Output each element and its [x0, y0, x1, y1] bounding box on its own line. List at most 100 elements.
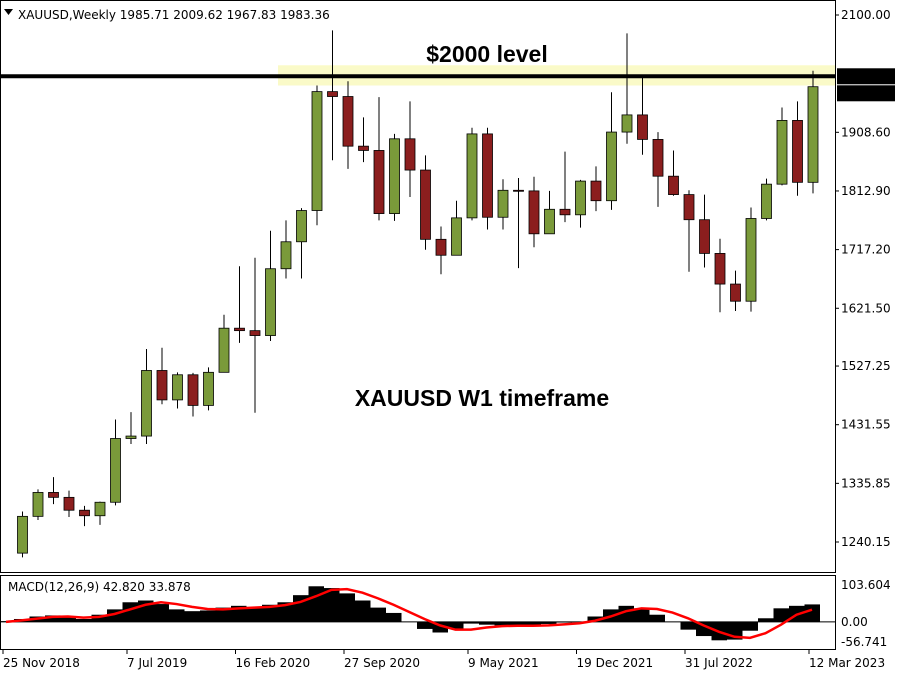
candle [544, 190, 555, 235]
symbol-header: XAUUSD,Weekly 1985.71 2009.62 1967.83 19… [18, 8, 330, 22]
candle-body [420, 169, 431, 240]
macd-histogram-bar [386, 612, 402, 622]
candle-body [249, 330, 261, 336]
macd-histogram-bar [758, 618, 774, 622]
macd-histogram-bar [60, 616, 76, 622]
macd-histogram-bar [587, 616, 603, 622]
y-tick-label: 1908.60 [841, 125, 891, 139]
x-tick-label: 27 Sep 2020 [344, 656, 420, 670]
y-tick-label: 2100.00 [841, 8, 891, 22]
candle [172, 372, 183, 409]
macd-histogram-bar [494, 621, 510, 626]
candle-body [776, 120, 788, 185]
candle-body [17, 515, 28, 554]
macd-histogram-bar [525, 621, 541, 626]
macd-histogram-bar [541, 621, 557, 624]
macd-histogram-bar [45, 615, 61, 622]
candle [637, 77, 648, 155]
candle [668, 150, 679, 196]
candle-body [730, 283, 741, 302]
macd-histogram-bar [262, 604, 278, 622]
macd-histogram-bar [91, 614, 107, 622]
last-price-box [837, 85, 895, 102]
candle-body [699, 219, 710, 254]
candle [745, 207, 757, 312]
candle [94, 501, 106, 525]
candle-body [559, 208, 571, 216]
macd-histogram-bar [246, 607, 262, 622]
candle [311, 85, 323, 226]
candle [420, 155, 431, 250]
candle-body [528, 190, 540, 235]
candle [792, 101, 803, 196]
candle [17, 511, 28, 558]
candle [141, 349, 152, 445]
candle-body [32, 492, 44, 517]
macd-histogram-bar [463, 621, 479, 624]
macd-y-tick-label: 0.00 [841, 615, 868, 629]
y-tick-label: 1527.25 [841, 359, 891, 373]
macd-histogram-bar [355, 600, 371, 622]
macd-histogram-bar [773, 608, 789, 622]
candle-body [544, 208, 555, 235]
candle-body [327, 91, 338, 97]
candle-body [714, 253, 726, 285]
candle [714, 238, 726, 313]
candle [125, 412, 137, 445]
candle-body [792, 120, 803, 183]
x-tick-label: 12 Mar 2023 [809, 656, 885, 670]
macd-frame [0, 575, 836, 650]
candle-body [141, 370, 152, 437]
candle [203, 367, 214, 411]
candle-body [172, 374, 183, 401]
candle [466, 127, 478, 221]
candle-body [466, 133, 478, 219]
level-price-box [837, 68, 895, 85]
candle [342, 81, 354, 169]
candles [17, 30, 819, 558]
y-tick-label: 1717.20 [841, 243, 891, 257]
candle [48, 477, 59, 505]
candle [373, 97, 385, 221]
candle [807, 70, 819, 194]
macd-histogram-bar [479, 621, 495, 625]
triangle-down-icon[interactable] [4, 9, 13, 15]
y-tick-label: 1812.90 [841, 184, 891, 198]
candle-body [203, 371, 214, 406]
macd-histogram-bar [804, 604, 820, 622]
candle-body [125, 435, 137, 439]
candle [761, 178, 772, 221]
macd-histogram-bar [448, 621, 464, 629]
candle-body [637, 114, 648, 140]
macd-histogram-bar [169, 609, 185, 622]
candle [513, 178, 524, 269]
candle-body [265, 268, 276, 336]
candle [575, 179, 586, 228]
candle [187, 372, 199, 417]
macd-histogram-bar [680, 621, 696, 630]
macd-histogram-bar [432, 621, 448, 633]
x-tick-label: 16 Feb 2020 [236, 656, 311, 670]
candle [265, 230, 276, 342]
candle [358, 117, 369, 163]
candle-body [807, 86, 819, 183]
macd-histogram-bar [370, 607, 386, 622]
candle [451, 200, 462, 256]
macd-label: MACD(12,26,9) 42.820 33.878 [8, 580, 191, 594]
x-tick-label: 9 May 2021 [468, 656, 539, 670]
candle [63, 490, 75, 517]
level-price-label: 2000.00 [840, 69, 890, 83]
candle [218, 314, 230, 373]
candle-body [575, 180, 586, 216]
candle-body [435, 238, 447, 256]
candle [606, 92, 617, 210]
macd-histogram-bar [649, 614, 665, 622]
candle-body [79, 509, 90, 517]
macd-histogram-bar [231, 605, 247, 622]
candle [590, 166, 602, 212]
macd-histogram-bar [277, 602, 293, 622]
main-frame [0, 0, 836, 573]
candle-body [451, 217, 462, 256]
